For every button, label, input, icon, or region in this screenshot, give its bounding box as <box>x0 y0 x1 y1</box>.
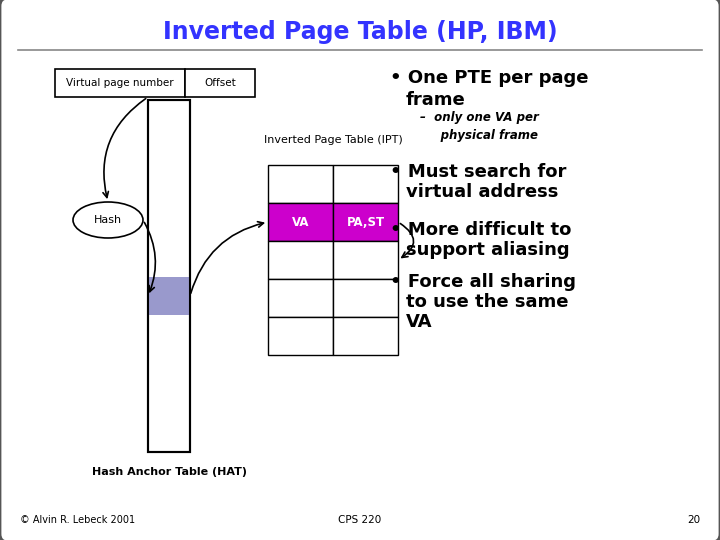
FancyBboxPatch shape <box>333 203 398 241</box>
Text: VA: VA <box>292 215 310 228</box>
Text: • More difficult to: • More difficult to <box>390 221 572 239</box>
FancyBboxPatch shape <box>268 241 333 279</box>
FancyBboxPatch shape <box>333 165 398 203</box>
Text: • Must search for: • Must search for <box>390 163 567 181</box>
Text: Virtual page number: Virtual page number <box>66 78 174 88</box>
Text: Hash Anchor Table (HAT): Hash Anchor Table (HAT) <box>91 467 246 477</box>
Text: © Alvin R. Lebeck 2001: © Alvin R. Lebeck 2001 <box>20 515 135 525</box>
Text: 20: 20 <box>687 515 700 525</box>
Text: • One PTE per page: • One PTE per page <box>390 69 588 87</box>
FancyBboxPatch shape <box>148 277 190 315</box>
Text: CPS 220: CPS 220 <box>338 515 382 525</box>
FancyBboxPatch shape <box>333 317 398 355</box>
Text: Offset: Offset <box>204 78 236 88</box>
FancyBboxPatch shape <box>268 279 333 317</box>
FancyBboxPatch shape <box>55 69 185 97</box>
Text: • Force all sharing: • Force all sharing <box>390 273 576 291</box>
Text: PA,ST: PA,ST <box>346 215 384 228</box>
Text: virtual address: virtual address <box>406 183 559 201</box>
FancyBboxPatch shape <box>333 241 398 279</box>
FancyBboxPatch shape <box>333 279 398 317</box>
Text: Hash: Hash <box>94 215 122 225</box>
Text: to use the same: to use the same <box>406 293 569 311</box>
Text: frame: frame <box>406 91 466 109</box>
Text: Inverted Page Table (HP, IBM): Inverted Page Table (HP, IBM) <box>163 20 557 44</box>
Text: VA: VA <box>406 313 433 331</box>
FancyBboxPatch shape <box>268 317 333 355</box>
Ellipse shape <box>73 202 143 238</box>
FancyBboxPatch shape <box>148 100 190 452</box>
FancyBboxPatch shape <box>268 203 333 241</box>
Text: –  only one VA per
     physical frame: – only one VA per physical frame <box>420 111 539 141</box>
Text: Inverted Page Table (IPT): Inverted Page Table (IPT) <box>264 135 402 145</box>
FancyBboxPatch shape <box>268 165 333 203</box>
FancyBboxPatch shape <box>185 69 255 97</box>
Text: support aliasing: support aliasing <box>406 241 570 259</box>
